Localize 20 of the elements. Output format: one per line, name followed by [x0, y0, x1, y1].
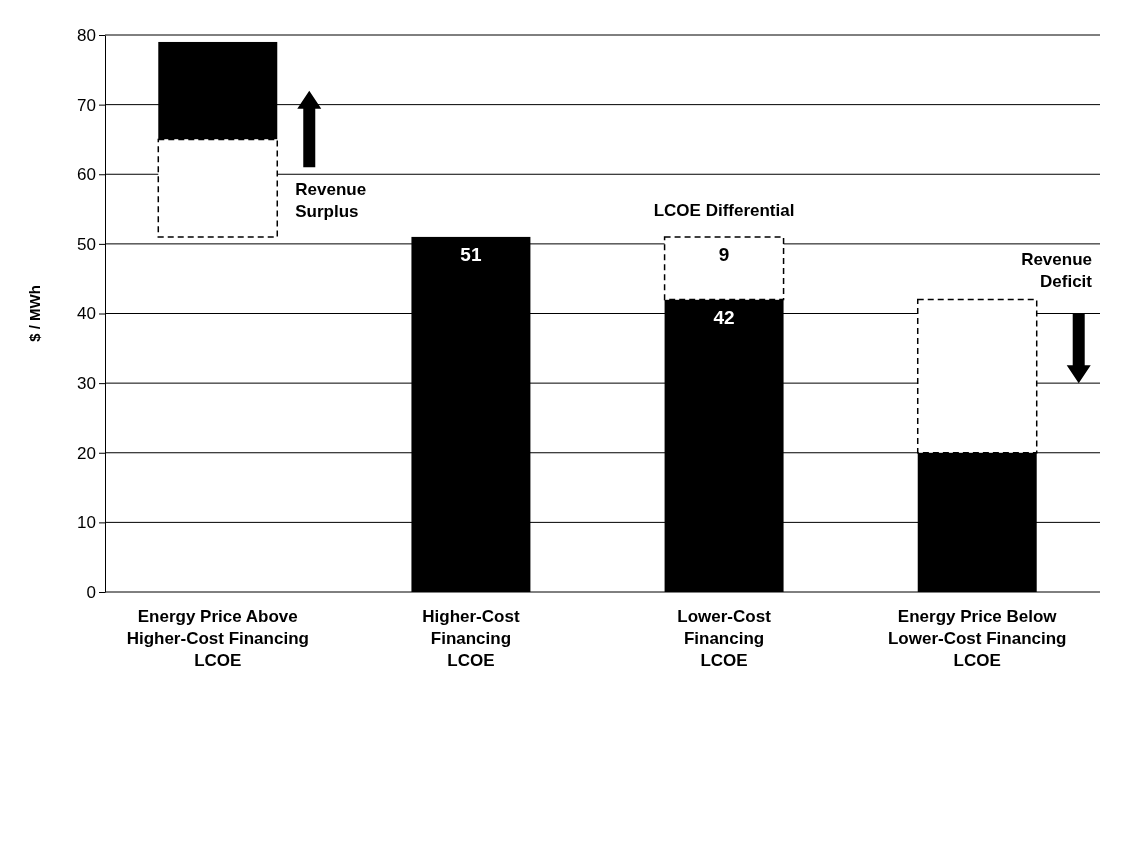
annotation: LCOE Differential: [653, 201, 795, 221]
annotation: Revenue Surplus: [295, 180, 367, 222]
y-tick-label: 60: [77, 165, 96, 185]
annotation: Revenue Deficit: [1021, 249, 1093, 291]
y-tick-label: 20: [77, 443, 96, 463]
x-tick-label: Higher-Cost Financing LCOE: [422, 607, 520, 670]
y-tick-label: 30: [77, 374, 96, 394]
x-tick-label: Lower-Cost Financing LCOE: [677, 607, 772, 670]
data-label: 51: [460, 243, 482, 265]
x-tick-label: Energy Price Below Lower-Cost Financing LCOE: [887, 607, 1067, 670]
data-label: 9: [718, 243, 730, 265]
y-tick-label: 0: [86, 582, 96, 602]
y-tick-label: 10: [77, 513, 96, 533]
x-tick-label: Energy Price Above Higher-Cost Financing LCOE: [126, 607, 309, 670]
y-tick-label: 80: [77, 25, 96, 45]
data-label: 42: [713, 306, 735, 328]
y-tick-label: 70: [77, 95, 96, 115]
y-tick-label: 50: [77, 234, 96, 254]
y-tick-label: 40: [77, 304, 96, 324]
y-axis-title: $ / MWh: [26, 285, 43, 342]
